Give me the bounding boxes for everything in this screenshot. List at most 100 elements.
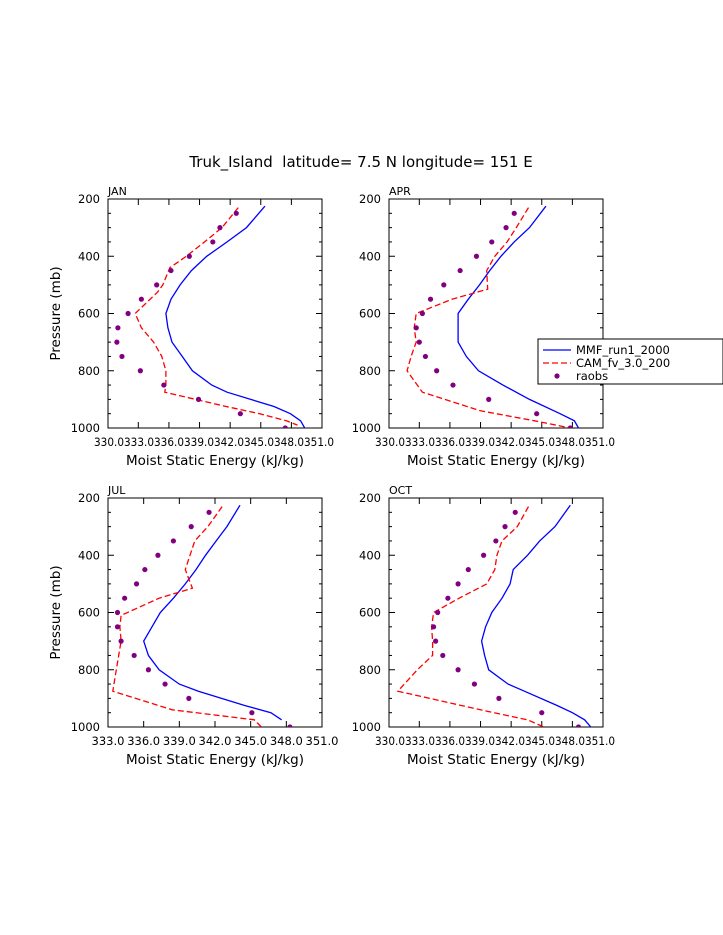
y-tick-label: 600	[359, 307, 381, 321]
raobs-point	[455, 581, 461, 587]
raobs-point	[481, 552, 487, 558]
raobs-point	[450, 382, 456, 388]
raobs-point	[114, 624, 121, 630]
raobs-point	[419, 310, 425, 317]
raobs-point	[434, 368, 440, 374]
cam-line	[396, 506, 545, 727]
raobs-point	[496, 695, 502, 701]
y-tick-label: 400	[78, 249, 100, 263]
mmf-line	[165, 205, 306, 428]
y-tick-label: 400	[359, 548, 381, 562]
raobs-point	[502, 524, 508, 530]
raobs-point	[435, 609, 441, 616]
raobs-point	[413, 325, 419, 331]
raobs-point	[433, 638, 439, 644]
raobs-point	[440, 652, 446, 659]
legend-entry: CAM_fv_3.0_200	[576, 356, 670, 370]
raobs-point	[567, 425, 573, 428]
panel-title: OCT	[389, 484, 412, 497]
legend-entry: raobs	[576, 369, 608, 383]
y-tick-label: 800	[359, 663, 381, 677]
raobs-point	[114, 339, 120, 345]
panel-title: APR	[389, 185, 411, 198]
raobs-point	[445, 595, 451, 601]
raobs-point	[125, 310, 131, 317]
raobs-point	[138, 296, 144, 302]
y-tick-label: 200	[78, 491, 100, 505]
raobs-point	[457, 267, 463, 274]
y-tick-label: 600	[359, 606, 381, 620]
y-tick-label: 600	[78, 606, 100, 620]
raobs-point	[217, 225, 223, 231]
raobs-point	[115, 325, 121, 331]
raobs-point	[118, 638, 124, 644]
panel-jan: JAN 200 400 600 800 1000330.0333.0336.0339.03…	[48, 185, 334, 469]
legend-box	[537, 338, 723, 385]
raobs-point	[493, 538, 499, 544]
x-axis-label: Moist Static Energy (kJ/kg)	[126, 752, 304, 768]
raobs-point	[131, 652, 137, 659]
raobs-point	[188, 524, 194, 530]
x-tick-label: 336.0	[127, 734, 160, 748]
x-axis-label: Moist Static Energy (kJ/kg)	[407, 453, 585, 469]
raobs-point	[133, 581, 140, 587]
raobs-point	[195, 396, 202, 402]
raobs-point	[575, 724, 582, 727]
cam-line	[134, 207, 298, 426]
raobs-point	[287, 724, 293, 727]
raobs-point	[489, 239, 495, 245]
panel-apr: APR 200 400 600 800 1000330.0333.0336.0339.03…	[352, 185, 615, 469]
raobs-point	[154, 282, 160, 288]
raobs-point	[145, 667, 152, 673]
raobs-point	[282, 425, 288, 428]
raobs-point	[455, 667, 461, 673]
y-tick-label: 600	[78, 307, 100, 321]
raobs-point	[186, 253, 192, 259]
y-tick-label: 800	[359, 364, 381, 378]
mmf-line	[142, 504, 282, 721]
raobs-point	[422, 353, 429, 360]
y-tick-label: 1000	[71, 421, 100, 435]
plot-frame	[107, 497, 323, 728]
y-tick-label: 800	[78, 364, 100, 378]
panel-title: JUL	[107, 484, 126, 497]
x-tick-label: 345.0	[234, 734, 267, 748]
plot-frame	[107, 198, 323, 429]
raobs-point	[137, 368, 143, 374]
cam-line	[406, 207, 571, 428]
raobs-point	[142, 566, 148, 573]
cam-line	[112, 506, 262, 727]
raobs-point	[416, 339, 422, 345]
y-tick-label: 200	[359, 192, 381, 206]
y-tick-label: 400	[359, 249, 381, 263]
legend-entry: MMF_run1_2000	[576, 343, 670, 357]
raobs-point	[441, 282, 447, 288]
raobs-point	[539, 710, 545, 716]
x-tick-labels: 330.0333.0336.0339.0342.0345.0348.0351.0	[375, 435, 615, 449]
raobs-point	[249, 710, 255, 716]
raobs-point	[210, 239, 216, 245]
raobs-point	[512, 509, 518, 515]
y-axis-label: Pressure (mb)	[48, 565, 64, 659]
raobs-point	[170, 538, 176, 544]
raobs-point	[511, 210, 517, 216]
raobs-point	[114, 609, 121, 616]
x-axis-label: Moist Static Energy (kJ/kg)	[126, 453, 304, 469]
x-tick-label: 333.0	[92, 734, 125, 748]
raobs-point	[465, 566, 471, 573]
panel-title: JAN	[107, 185, 127, 198]
raobs-point	[471, 681, 478, 687]
x-tick-label: 339.0	[163, 734, 196, 748]
raobs-point	[206, 509, 212, 515]
raobs-point	[237, 411, 243, 417]
plot-frame	[388, 497, 604, 728]
raobs-point	[503, 225, 509, 231]
y-tick-label: 200	[78, 192, 100, 206]
raobs-point	[168, 267, 174, 274]
x-tick-label: 351.0	[306, 734, 339, 748]
raobs-point	[486, 396, 492, 402]
y-tick-label: 800	[78, 663, 100, 677]
